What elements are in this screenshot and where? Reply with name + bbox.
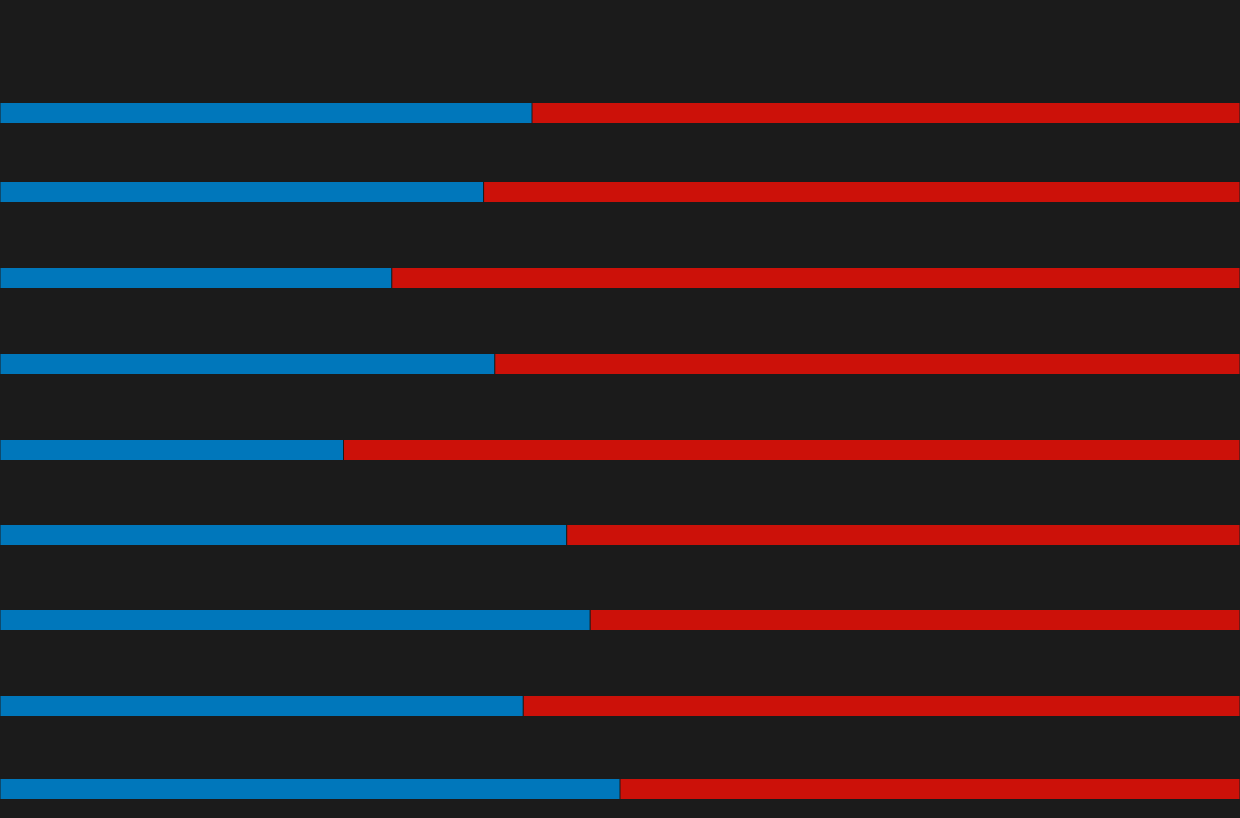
red-segment-9 — [619, 778, 1240, 800]
red-segment-2 — [483, 181, 1240, 203]
blue-segment-2 — [0, 181, 485, 203]
red-segment-4 — [494, 353, 1240, 375]
bar-row-5 — [0, 439, 1240, 461]
bar-row-7 — [0, 609, 1240, 631]
blue-segment-7 — [0, 609, 591, 631]
red-segment-5 — [343, 439, 1240, 461]
red-segment-1 — [531, 102, 1240, 124]
red-segment-6 — [566, 524, 1240, 546]
blue-segment-1 — [0, 102, 533, 124]
blue-segment-4 — [0, 353, 496, 375]
blue-segment-6 — [0, 524, 568, 546]
bar-row-1 — [0, 102, 1240, 124]
bars-layer — [0, 102, 1240, 800]
bar-row-6 — [0, 524, 1240, 546]
red-segment-7 — [589, 609, 1240, 631]
bar-row-2 — [0, 181, 1240, 203]
blue-segment-5 — [0, 439, 344, 461]
bar-row-3 — [0, 267, 1240, 289]
blue-segment-3 — [0, 267, 393, 289]
bar-row-9 — [0, 778, 1240, 800]
red-segment-3 — [391, 267, 1240, 289]
red-segment-8 — [522, 695, 1240, 717]
bar-row-4 — [0, 353, 1240, 375]
blue-segment-8 — [0, 695, 524, 717]
blue-segment-9 — [0, 778, 621, 800]
bar-row-8 — [0, 695, 1240, 717]
